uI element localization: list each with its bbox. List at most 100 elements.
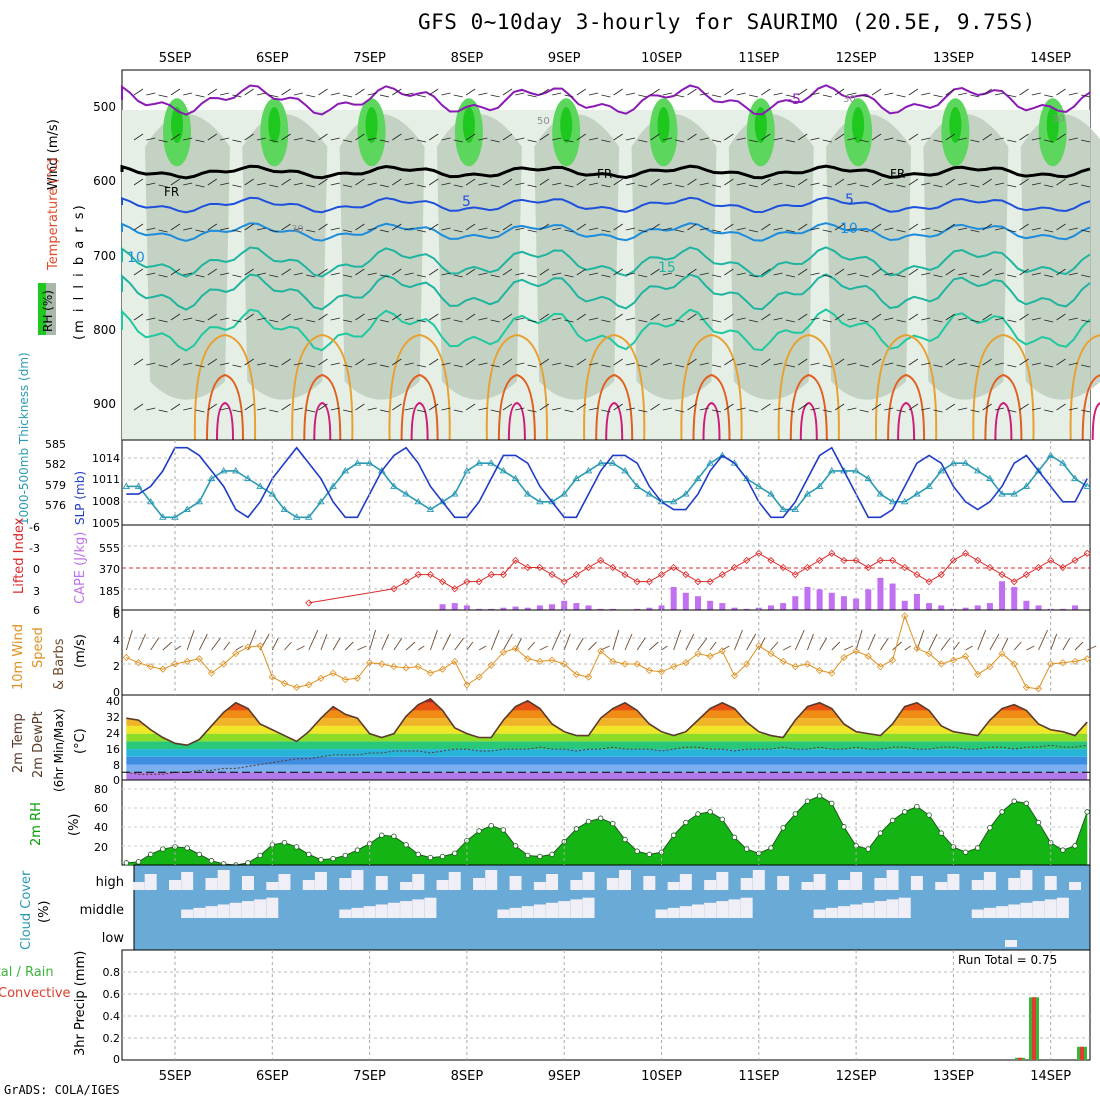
thickness-slp-panel: 585 582 579 576 1014 1011 1008 1005 1000… (17, 352, 1091, 530)
thickness-point (195, 497, 204, 505)
wind-barb (958, 182, 968, 186)
wind-barb (884, 272, 894, 276)
wind-barb (392, 268, 402, 276)
cloud-high-bar (241, 876, 254, 890)
wind-barb (133, 223, 144, 231)
lifted-point (572, 571, 580, 579)
cloud-high-bar (400, 882, 413, 890)
wind-barb (1007, 274, 1017, 278)
wind-barb (379, 319, 390, 323)
wind-barb (589, 407, 599, 411)
wind-barb (933, 274, 943, 278)
rh-point (695, 811, 701, 817)
thickness-point (864, 474, 873, 482)
wind-barb (687, 178, 697, 186)
cloud-mid-bar (181, 909, 194, 918)
rh-point (1011, 798, 1017, 804)
temp-band (126, 741, 1088, 750)
rh-point (768, 845, 774, 851)
cloud-high-bar (217, 870, 230, 890)
wind-barb (748, 319, 759, 323)
wind-barb (428, 268, 439, 276)
wind-barb (1081, 364, 1091, 368)
wind-barb (527, 184, 537, 188)
wind-barb (576, 223, 587, 231)
wind-barb (269, 319, 279, 323)
rh-point (877, 830, 884, 836)
wind-barb-10m (1026, 645, 1035, 651)
wind-barb (675, 94, 685, 98)
wind-barb (1007, 229, 1017, 233)
wind-barb (158, 364, 168, 368)
wind-barb (453, 409, 463, 413)
lifted-point (816, 556, 824, 564)
wind-barb (428, 88, 439, 96)
lifted-point (402, 578, 410, 586)
wind-barb (773, 92, 783, 96)
wind-barb (1068, 227, 1078, 231)
cloud-level-low: low (102, 931, 125, 946)
wind-barb-10m (734, 629, 743, 651)
contour-warm (1069, 334, 1100, 441)
cape-bar (1035, 605, 1042, 610)
wind-barb (539, 358, 550, 366)
wind-barb (269, 364, 279, 368)
wind-barb (1081, 184, 1091, 188)
wind-speed-point (682, 659, 690, 667)
wind-speed-line (122, 612, 1091, 693)
cloud-bars (132, 870, 1082, 947)
wind-barb (958, 272, 968, 276)
wind-barb (490, 184, 500, 188)
contour-label-10-2: 10 (840, 221, 858, 237)
wind-barb (1031, 317, 1041, 321)
thickness-point (973, 467, 982, 474)
tick-p0: 0 (113, 1053, 120, 1066)
wind-barb (994, 317, 1005, 321)
wind-barb (1056, 223, 1066, 231)
wind-barb-10m (807, 633, 814, 651)
label-cloud: Cloud Cover (19, 870, 34, 950)
wind-barb (552, 362, 562, 366)
wind-barb (1031, 92, 1041, 96)
wind-barb (871, 223, 882, 231)
contour-label-fr-2: FR (597, 167, 612, 181)
wind-barb (1044, 319, 1054, 323)
wind-barb (994, 407, 1005, 411)
wind-barb (232, 409, 242, 413)
wind-barb (207, 223, 218, 231)
wind-speed-point (439, 665, 447, 673)
wind-speed-point (244, 643, 252, 651)
wind-speed-point (268, 673, 276, 681)
rh-point (743, 846, 750, 852)
cape-bar (536, 605, 543, 610)
wind-speed-point (670, 663, 678, 671)
wind-barb (638, 184, 648, 188)
wind-barb (970, 409, 980, 413)
wind-barb (490, 94, 500, 98)
wind-barb (367, 227, 377, 231)
wind-barb (1056, 358, 1066, 366)
thickness-point (998, 490, 1006, 497)
cloud-mid-bar (983, 907, 996, 918)
wind-barb (343, 319, 353, 323)
cloud-mid-bar (1008, 904, 1021, 918)
rh-point (707, 809, 713, 815)
wind-barb (933, 319, 943, 323)
slp-ticks: 1014 1011 1008 1005 (92, 452, 120, 530)
thickness-point (438, 497, 447, 505)
cape-bar (804, 587, 811, 610)
wind-barb-10m (1013, 641, 1022, 651)
wind-barb (330, 92, 340, 96)
thickness-point (536, 497, 544, 505)
wind-barb (527, 139, 537, 143)
wind-barb (847, 362, 857, 366)
wind-barb (785, 409, 795, 413)
wind-barb (355, 313, 365, 321)
run-total: Run Total = 0.75 (958, 953, 1057, 967)
cloud-high-bar (679, 874, 692, 890)
wind-barb (256, 182, 267, 186)
thickness-point (390, 482, 398, 489)
thickness-point (621, 467, 629, 474)
wind-barb-10m (454, 637, 465, 651)
cloud-high-bar (570, 880, 583, 890)
